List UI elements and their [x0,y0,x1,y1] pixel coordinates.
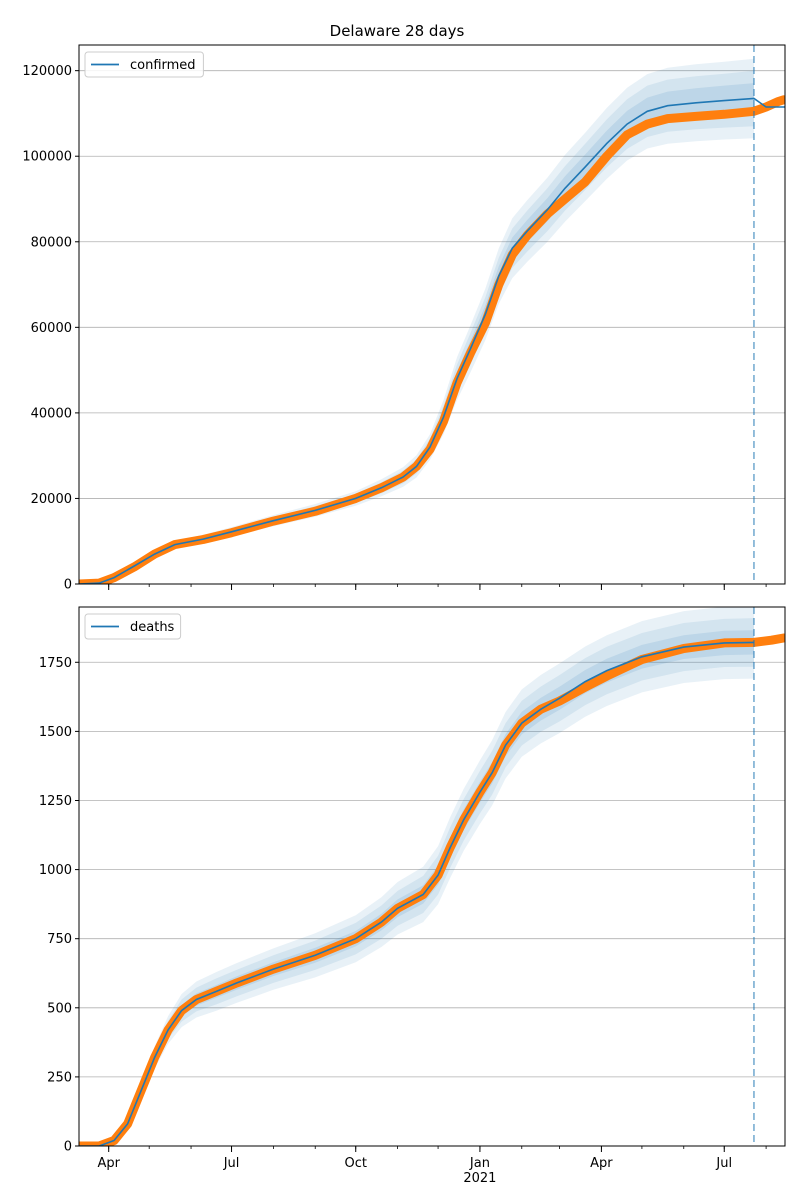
x-tick-label: Jan [469,1156,490,1171]
y-tick-label: 1250 [39,794,72,809]
confidence-band [79,70,754,584]
y-tick-label: 20000 [31,492,72,507]
confidence-band [79,618,754,1146]
legend-label: confirmed [130,58,196,73]
y-tick-label: 500 [47,1001,72,1016]
confidence-band [79,607,754,1146]
x-tick-year-label: 2021 [463,1171,496,1186]
axes-frame [78,606,786,1147]
y-tick-label: 100000 [22,150,72,165]
confidence-band [79,83,754,584]
axes-frame [78,44,786,585]
observed-series-line [79,95,785,584]
y-tick-label: 40000 [31,406,72,421]
chart-title: Delaware 28 days [330,22,465,40]
gridlines [79,70,785,585]
fitted-series-line [79,641,755,1146]
y-tick-label: 0 [64,578,72,593]
fitted-series-line [79,97,785,584]
x-tick-label: Jul [223,1156,240,1171]
confidence-band [79,58,754,584]
legend-label: deaths [130,620,175,635]
x-tick-label: Apr [97,1156,120,1171]
y-tick-label: 1000 [39,863,72,878]
y-tick-label: 60000 [31,321,72,336]
x-tick-label: Jul [715,1156,732,1171]
legend-box [84,613,182,640]
legend: confirmed [84,51,204,78]
gridlines [79,661,785,1147]
x-tick-label: Oct [344,1156,366,1171]
confirmed-panel: 0 20000 40000 60000 80000 100000 120000 confirm… [22,44,786,593]
y-tick-label: 250 [47,1070,72,1085]
deaths-panel: 0 250 500 750 1000 1250 1500 1750 Apr Jul Oct Jan20… [39,606,786,1186]
legend-box [84,51,204,78]
y-tick-label: 1500 [39,725,72,740]
y-tick-label: 80000 [31,235,72,250]
y-tick-label: 750 [47,932,72,947]
legend: deaths [84,613,182,640]
y-tick-label: 120000 [22,64,72,79]
y-tick-label: 1750 [39,656,72,671]
x-tick-label: Apr [590,1156,613,1171]
y-tick-label: 0 [64,1140,72,1155]
